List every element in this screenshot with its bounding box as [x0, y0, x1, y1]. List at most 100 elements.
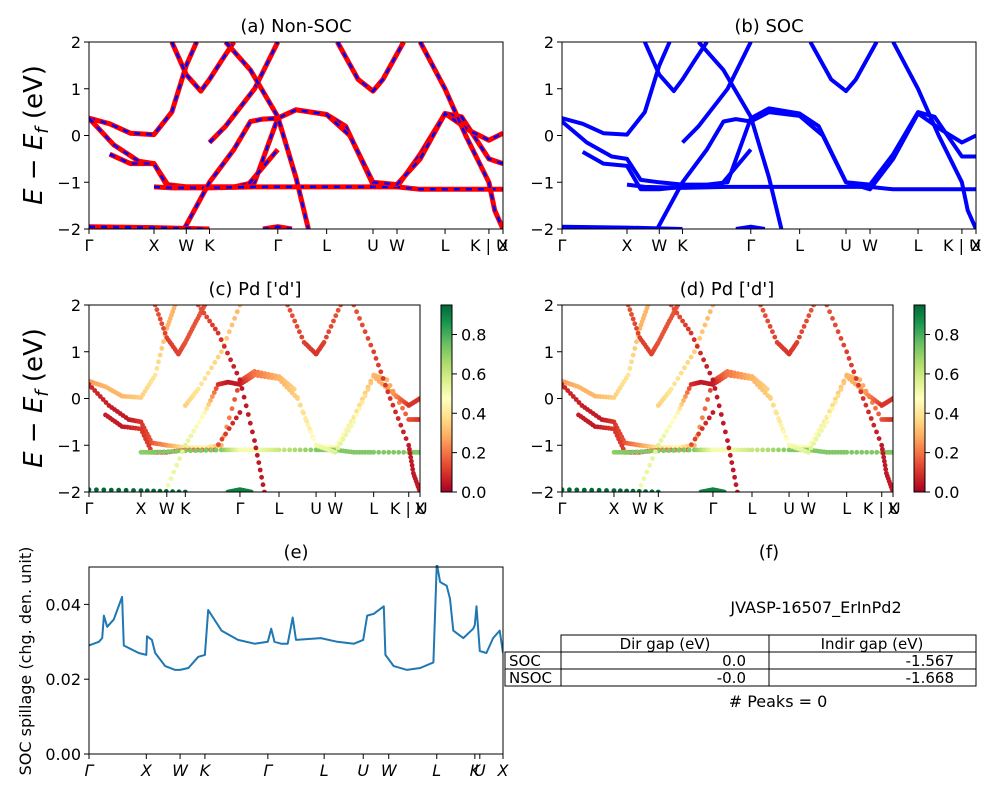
panel-c-projection-point [156, 312, 161, 317]
panel-d-projection-point [685, 326, 691, 332]
panel-d-ytick-label: 0 [544, 390, 554, 409]
panel-d-projection-point [746, 447, 751, 453]
panel-d-projection-point [696, 431, 701, 437]
panel-e-xtick-label: K [200, 761, 212, 780]
panel-d-projection-point [701, 357, 706, 363]
panel-c-projection-point [287, 307, 293, 313]
panel-d-projection-point [681, 398, 686, 403]
panel-c-projection-point [157, 352, 163, 358]
panel-c-projection-point [403, 411, 408, 417]
panel-d-projection-point [641, 476, 647, 481]
panel-c-xtick-label: K | U [390, 499, 428, 518]
panel-c-projection-point [218, 337, 224, 343]
panel-c-projection-point [237, 410, 243, 415]
panel-d-xtick-label: X [608, 499, 619, 518]
panel-c-projection-point [213, 447, 219, 453]
panel-d-projection-point [735, 447, 741, 453]
cell-soc-dir: 0.0 [722, 652, 746, 670]
panel-c-projection-point [297, 329, 302, 335]
panel-c-projection-point [228, 357, 234, 363]
panel-d-projection-point [589, 487, 595, 492]
panel-d-ytick-label: 1 [544, 343, 554, 362]
panel-b-band-line [626, 182, 976, 192]
panel-c-projection-point [191, 428, 197, 434]
panel-d-projection-point [730, 467, 736, 473]
panel-b-ytick-label: 2 [544, 33, 554, 52]
panel-d-projection-point [749, 447, 755, 453]
panel-d-xtick-label: X [888, 499, 899, 518]
panel-c-projection-point [387, 396, 393, 401]
panel-c-projection-point [303, 416, 308, 421]
panel-d-projection-point [632, 346, 638, 351]
panel-c-projection-point [406, 442, 412, 448]
panel-b-title: (b) SOC [734, 16, 803, 37]
panel-a-band-dash [89, 42, 198, 136]
panel-c-projection-point [259, 373, 264, 379]
panel-c-colorbar-label: 0.6 [461, 365, 486, 384]
panel-d-projection-point [890, 417, 893, 422]
panel-e-xtick-label: L [432, 761, 441, 780]
panel-d-projection-point [816, 432, 822, 438]
panel-b-xtick-label: L [914, 236, 923, 255]
panel-d-projection-point [720, 420, 726, 426]
panel-d-projection-point [638, 449, 644, 455]
panel-c-projection-point [393, 409, 398, 415]
panel-a-band-dash [183, 108, 503, 229]
panel-c-projection-point [359, 400, 365, 405]
panel-d-projection-point [699, 329, 705, 335]
panel-a-band-line [335, 42, 406, 94]
panel-c-projection-point [260, 482, 266, 488]
panel-c-projection-point [182, 489, 188, 492]
panel-d-projection-point [691, 337, 697, 343]
panel-c-xtick-label: X [415, 499, 426, 518]
panel-d-projection-point [683, 394, 688, 399]
panel-d-projection-point [830, 406, 835, 412]
peaks-count: # Peaks = 0 [729, 692, 828, 711]
panel-a-xtick-label: W [178, 236, 194, 255]
panel-c-projection-point [230, 420, 236, 426]
panel-d-projection-point [634, 326, 639, 331]
panel-d-projection-point [710, 410, 716, 415]
panel-d-projection-point [705, 397, 710, 402]
panel-c-projection-point [221, 344, 227, 349]
panel-b-xtick-label: K [677, 236, 688, 255]
panel-c-projection-point [417, 449, 420, 455]
panel-d-projection-point [856, 382, 861, 388]
panel-c-projection-point [131, 488, 136, 492]
panel-c-projection-point [174, 448, 180, 454]
panel-b-band-line [808, 42, 879, 94]
panel-f-table: (f) JVASP-16507_ErInPd2 Dir gap (eV) Ind… [504, 542, 977, 711]
panel-d-projection-point [874, 429, 879, 435]
panel-c-projection-point [380, 376, 386, 381]
panel-d-projection-point [844, 449, 850, 455]
panel-d-projection-point [692, 436, 698, 442]
panel-c-projection-point [174, 462, 180, 468]
panel-a-band-dash [224, 42, 310, 229]
panel-c-projection-point [396, 449, 402, 455]
panel-d-projection-point [866, 409, 871, 415]
panel-c-projection-point [338, 305, 343, 308]
panel-c-projection-point [194, 424, 199, 429]
panel-d-projection-point [729, 460, 735, 465]
col-header-indir-gap: Indir gap (eV) [821, 635, 924, 653]
panel-c-projection-point [219, 349, 224, 355]
panel-c-projection-point [381, 449, 387, 455]
panel-a-band-dash [109, 148, 279, 189]
panel-c-projection-point [324, 334, 329, 340]
panel-c-projection-point [199, 381, 204, 387]
panel-d-projection-point [844, 349, 850, 355]
panel-c-projection-point [371, 349, 377, 355]
panel-c-projection-point [101, 487, 107, 492]
panel-d-projection-point [629, 312, 634, 317]
panel-c-xtick-label: X [135, 499, 146, 518]
panel-d-projection-point [869, 449, 875, 455]
panel-c-projection-point [237, 305, 243, 308]
panel-d-projection-point [655, 489, 661, 492]
panel-c-projection-point [295, 396, 300, 401]
panel-d-projection-point [882, 462, 888, 468]
panel-d-projection-point [846, 356, 852, 361]
panel-d-projection-point [683, 322, 688, 328]
panel-d-projection-point [677, 314, 683, 320]
panel-c-projection-point [95, 391, 100, 396]
